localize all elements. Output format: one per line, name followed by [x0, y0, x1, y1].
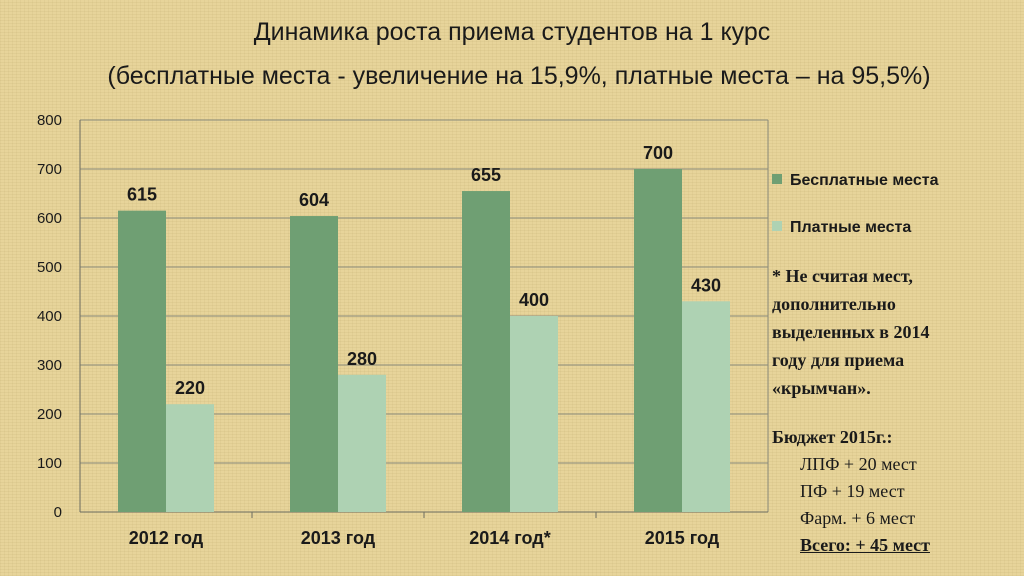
y-tick-label: 400	[37, 308, 62, 325]
y-tick-label: 100	[37, 455, 62, 472]
legend-label-free: Бесплатные места	[790, 172, 939, 189]
legend-label-paid: Платные места	[790, 219, 912, 236]
legend-swatch-paid	[772, 221, 782, 231]
data-label: 604	[299, 190, 329, 210]
y-tick-label: 600	[37, 210, 62, 227]
footnote-line: году для приема	[772, 350, 905, 370]
data-label: 700	[643, 143, 673, 163]
budget-item: ПФ + 19 мест	[800, 481, 905, 501]
bar	[338, 374, 386, 512]
footnote: * Не считая мест, дополнительно выделенн…	[772, 262, 929, 402]
data-label: 615	[127, 185, 157, 205]
data-label: 220	[175, 378, 205, 398]
budget-block: Бюджет 2015г.: ЛПФ + 20 мест ПФ + 19 мес…	[772, 424, 930, 559]
chart-title: Динамика роста приема студентов на 1 кур…	[253, 18, 771, 46]
bar	[682, 301, 730, 512]
footnote-line: * Не считая мест,	[772, 266, 913, 286]
y-tick-label: 200	[37, 406, 62, 423]
x-tick-label: 2012 год	[129, 528, 204, 548]
budget-item: ЛПФ + 20 мест	[800, 454, 917, 474]
bar	[510, 316, 558, 512]
legend-item-free: Бесплатные места	[772, 172, 938, 190]
legend-item-paid: Платные места	[772, 219, 911, 237]
footnote-line: выделенных в 2014	[772, 322, 930, 342]
y-tick-label: 300	[37, 357, 62, 374]
data-label: 400	[519, 290, 549, 310]
y-tick-label: 500	[37, 259, 62, 276]
data-label: 280	[347, 349, 377, 369]
data-label: 430	[691, 275, 721, 295]
x-tick-label: 2013 год	[301, 528, 376, 548]
footnote-line: «крымчан».	[772, 378, 871, 398]
legend-swatch-free	[772, 174, 782, 184]
y-tick-label: 0	[54, 504, 62, 521]
bar	[166, 404, 214, 512]
x-tick-label: 2015 год	[645, 528, 720, 548]
footnote-line: дополнительно	[772, 294, 896, 314]
budget-total: Всего: + 45 мест	[800, 535, 930, 555]
budget-item: Фарм. + 6 мест	[800, 508, 916, 528]
chart-subtitle: (бесплатные места - увеличение на 15,9%,…	[107, 62, 931, 90]
y-tick-label: 700	[37, 161, 62, 178]
bar	[462, 191, 510, 513]
bar	[634, 169, 682, 512]
data-label: 655	[471, 165, 501, 185]
y-tick-label: 800	[37, 112, 62, 129]
bar	[118, 210, 166, 512]
bar	[290, 216, 338, 513]
x-tick-label: 2014 год*	[469, 528, 551, 548]
budget-heading: Бюджет 2015г.:	[772, 427, 893, 447]
